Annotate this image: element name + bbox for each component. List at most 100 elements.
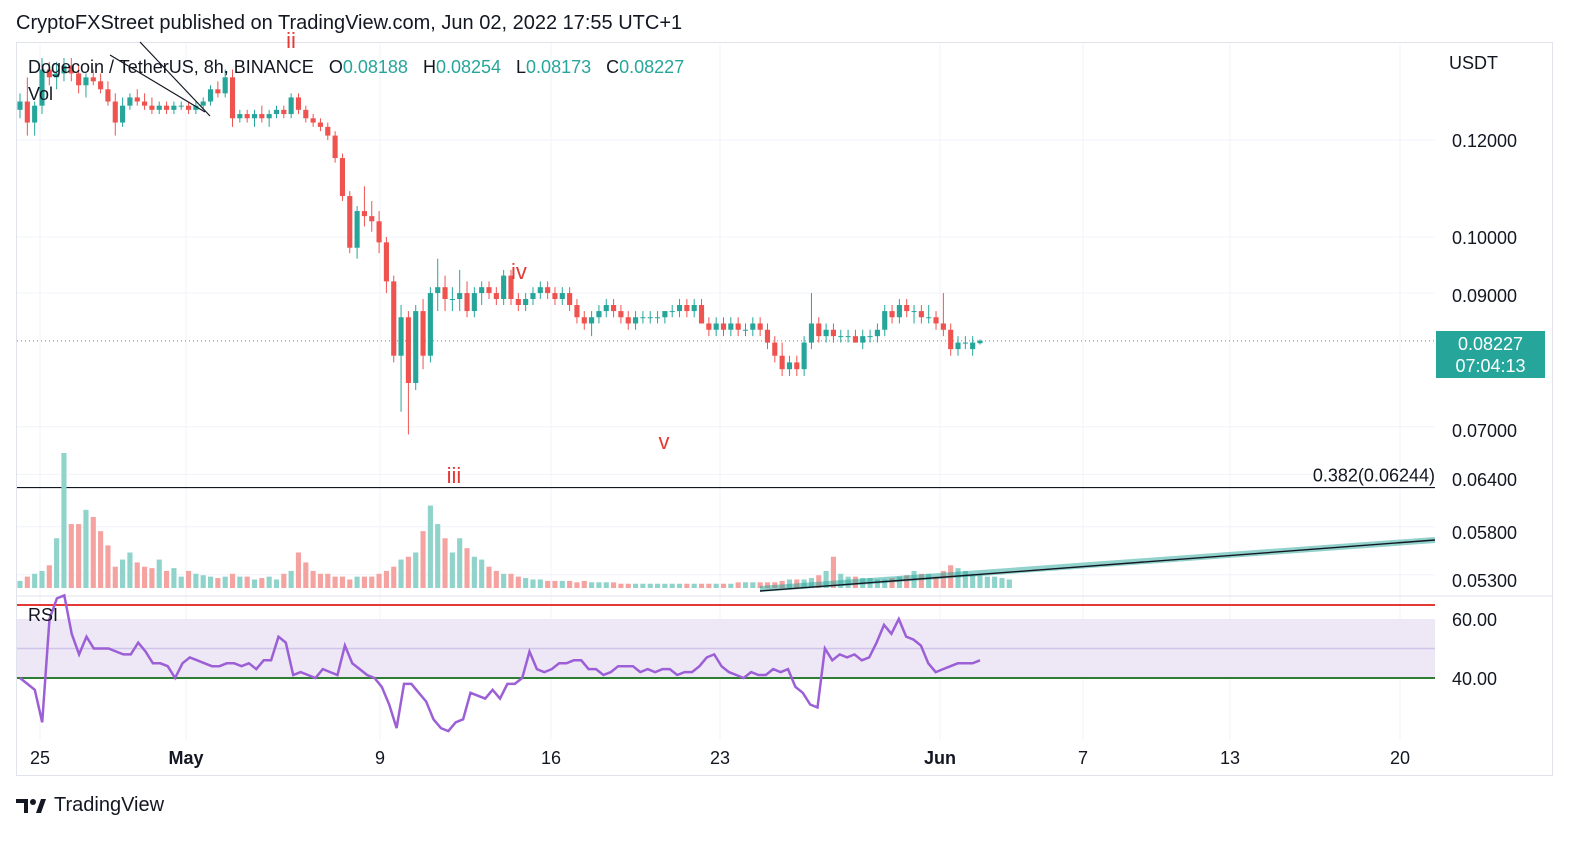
rsi-label[interactable]: RSI <box>28 605 59 625</box>
candle <box>215 81 221 98</box>
candle-body <box>76 73 82 86</box>
candle-body <box>926 317 932 319</box>
candle-body <box>581 317 587 324</box>
volume-bar <box>120 559 126 588</box>
candle-body <box>530 293 536 299</box>
candle <box>149 97 155 115</box>
volume-bar <box>54 538 60 588</box>
candle-body <box>200 101 206 106</box>
tradingview-brand[interactable]: TradingView <box>16 794 164 817</box>
volume-bar <box>735 582 741 588</box>
volume-bar <box>185 570 192 588</box>
candle-body <box>940 323 946 330</box>
candle-body <box>405 317 411 384</box>
price-tick-label: 0.10000 <box>1452 228 1517 248</box>
volume-bar <box>317 573 324 588</box>
candle-body <box>720 323 727 330</box>
low-value: 0.08173 <box>526 57 592 77</box>
candle-body <box>325 126 331 136</box>
volume-bar <box>361 576 367 588</box>
brand-name: TradingView <box>54 794 165 816</box>
symbol-title[interactable]: Dogecoin / TetherUS, 8h, BINANCE <box>28 57 314 77</box>
volume-bar <box>200 575 206 588</box>
candle-body <box>112 101 118 123</box>
candle <box>68 57 74 82</box>
candle <box>589 311 595 337</box>
candle-body <box>508 275 514 299</box>
volume-bar <box>295 552 302 588</box>
axis-unit[interactable]: USDT <box>1449 53 1498 73</box>
candle <box>772 336 778 363</box>
candle <box>852 329 858 343</box>
candle <box>823 323 829 343</box>
candle-body <box>823 329 829 337</box>
volume-bar <box>545 580 551 588</box>
volume-bar <box>464 548 470 588</box>
candle <box>757 317 763 337</box>
candle <box>523 293 529 312</box>
candle <box>764 323 771 350</box>
volume-bar <box>926 573 932 588</box>
candle-body <box>713 323 719 330</box>
high-label: H <box>422 57 436 77</box>
candle-body <box>676 305 683 312</box>
wave-label: ii <box>286 28 296 53</box>
candle <box>156 101 162 115</box>
volume-bar <box>742 582 749 588</box>
candle <box>786 355 793 377</box>
volume-bar <box>435 524 441 588</box>
candle <box>545 281 551 299</box>
candle-body <box>207 89 214 102</box>
candle-body <box>273 109 280 115</box>
price-tick-label: 0.09000 <box>1452 286 1517 306</box>
volume-bar <box>32 573 38 588</box>
ohlc-legend: Dogecoin / TetherUS, 8h, BINANCE O0.0818… <box>28 57 694 78</box>
candle-body <box>574 305 580 318</box>
candle-body <box>347 196 353 248</box>
volume-bar <box>720 583 727 588</box>
candle <box>647 311 653 324</box>
candle-body <box>120 105 126 123</box>
volume-bar <box>427 505 433 588</box>
chart-frame <box>16 42 1553 776</box>
volume-bar <box>171 568 177 588</box>
candle-body <box>779 355 785 370</box>
candle <box>845 329 851 343</box>
volume-bar <box>559 580 565 588</box>
volume-bar <box>684 583 690 588</box>
volume-label[interactable]: Vol <box>28 84 54 104</box>
time-tick-label: 20 <box>1390 748 1410 768</box>
trend-line <box>759 539 1436 592</box>
candle <box>530 287 536 306</box>
candle-body <box>786 362 793 370</box>
candle-body <box>376 221 382 243</box>
candle-body <box>501 275 507 299</box>
candle <box>112 93 118 136</box>
candle-body <box>332 135 338 159</box>
candle <box>486 281 492 299</box>
candle <box>347 191 353 254</box>
candle-body <box>193 105 199 110</box>
volume-bar <box>259 578 265 588</box>
candle <box>816 317 822 343</box>
volume-bar <box>970 573 976 588</box>
candle <box>310 114 316 127</box>
candle <box>742 323 749 337</box>
candle-body <box>310 118 316 123</box>
price-tick-label: 0.07000 <box>1452 421 1517 441</box>
candle-body <box>933 317 939 324</box>
candle-body <box>383 242 389 282</box>
candle-body <box>46 69 52 78</box>
volume-bar <box>237 576 243 588</box>
candle-body <box>816 323 822 337</box>
candle <box>464 281 470 318</box>
candle <box>926 305 932 324</box>
candle <box>874 323 880 343</box>
candle-body <box>339 158 346 197</box>
candle-body <box>662 311 668 318</box>
candle-body <box>603 305 609 312</box>
volume-bar <box>515 576 521 588</box>
high-value: 0.08254 <box>435 57 502 77</box>
volume-bar <box>449 552 455 588</box>
